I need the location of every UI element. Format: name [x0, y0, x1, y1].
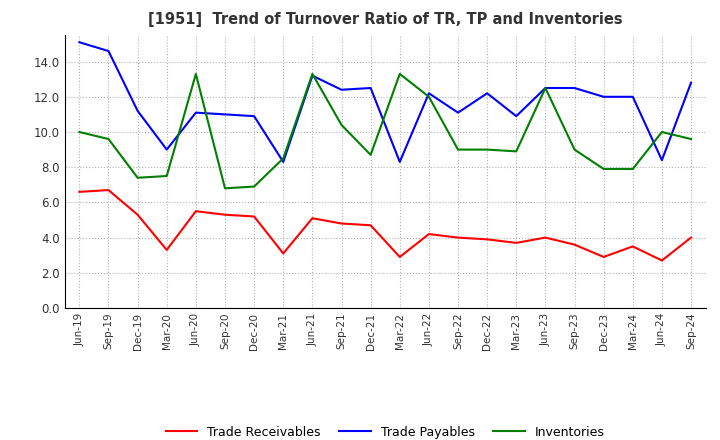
Inventories: [512, 149, 521, 154]
Trade Payables: [687, 80, 696, 85]
Inventories: [250, 184, 258, 189]
Trade Payables: [250, 114, 258, 119]
Inventories: [657, 129, 666, 135]
Inventories: [163, 173, 171, 179]
Inventories: [308, 71, 317, 77]
Trade Payables: [657, 158, 666, 163]
Inventories: [104, 136, 113, 142]
Inventories: [192, 71, 200, 77]
Trade Payables: [133, 108, 142, 114]
Trade Receivables: [279, 251, 287, 256]
Trade Receivables: [337, 221, 346, 226]
Trade Receivables: [133, 212, 142, 217]
Trade Payables: [337, 87, 346, 92]
Trade Payables: [279, 159, 287, 165]
Trade Receivables: [629, 244, 637, 249]
Inventories: [337, 122, 346, 128]
Trade Payables: [104, 48, 113, 54]
Inventories: [483, 147, 492, 152]
Legend: Trade Receivables, Trade Payables, Inventories: Trade Receivables, Trade Payables, Inven…: [161, 421, 610, 440]
Inventories: [599, 166, 608, 172]
Trade Receivables: [512, 240, 521, 246]
Trade Receivables: [425, 231, 433, 237]
Trade Receivables: [570, 242, 579, 247]
Trade Payables: [512, 114, 521, 119]
Inventories: [75, 129, 84, 135]
Trade Payables: [75, 40, 84, 45]
Inventories: [395, 71, 404, 77]
Trade Payables: [192, 110, 200, 115]
Line: Inventories: Inventories: [79, 74, 691, 188]
Title: [1951]  Trend of Turnover Ratio of TR, TP and Inventories: [1951] Trend of Turnover Ratio of TR, TP…: [148, 12, 623, 27]
Trade Payables: [541, 85, 550, 91]
Trade Receivables: [308, 216, 317, 221]
Inventories: [454, 147, 462, 152]
Trade Receivables: [104, 187, 113, 193]
Trade Receivables: [366, 223, 375, 228]
Trade Payables: [483, 91, 492, 96]
Trade Receivables: [687, 235, 696, 240]
Trade Receivables: [541, 235, 550, 240]
Trade Receivables: [395, 254, 404, 260]
Inventories: [687, 136, 696, 142]
Trade Payables: [599, 94, 608, 99]
Inventories: [133, 175, 142, 180]
Trade Payables: [163, 147, 171, 152]
Trade Payables: [629, 94, 637, 99]
Inventories: [425, 94, 433, 99]
Trade Payables: [454, 110, 462, 115]
Inventories: [279, 156, 287, 161]
Trade Receivables: [483, 237, 492, 242]
Trade Receivables: [220, 212, 229, 217]
Trade Receivables: [75, 189, 84, 194]
Inventories: [570, 147, 579, 152]
Trade Payables: [570, 85, 579, 91]
Trade Receivables: [599, 254, 608, 260]
Trade Payables: [220, 112, 229, 117]
Trade Payables: [425, 91, 433, 96]
Trade Payables: [395, 159, 404, 165]
Trade Receivables: [454, 235, 462, 240]
Trade Receivables: [163, 247, 171, 253]
Trade Receivables: [250, 214, 258, 219]
Inventories: [220, 186, 229, 191]
Trade Payables: [308, 73, 317, 78]
Trade Receivables: [192, 209, 200, 214]
Inventories: [541, 85, 550, 91]
Line: Trade Receivables: Trade Receivables: [79, 190, 691, 260]
Inventories: [629, 166, 637, 172]
Line: Trade Payables: Trade Payables: [79, 42, 691, 162]
Trade Payables: [366, 85, 375, 91]
Trade Receivables: [657, 258, 666, 263]
Inventories: [366, 152, 375, 158]
